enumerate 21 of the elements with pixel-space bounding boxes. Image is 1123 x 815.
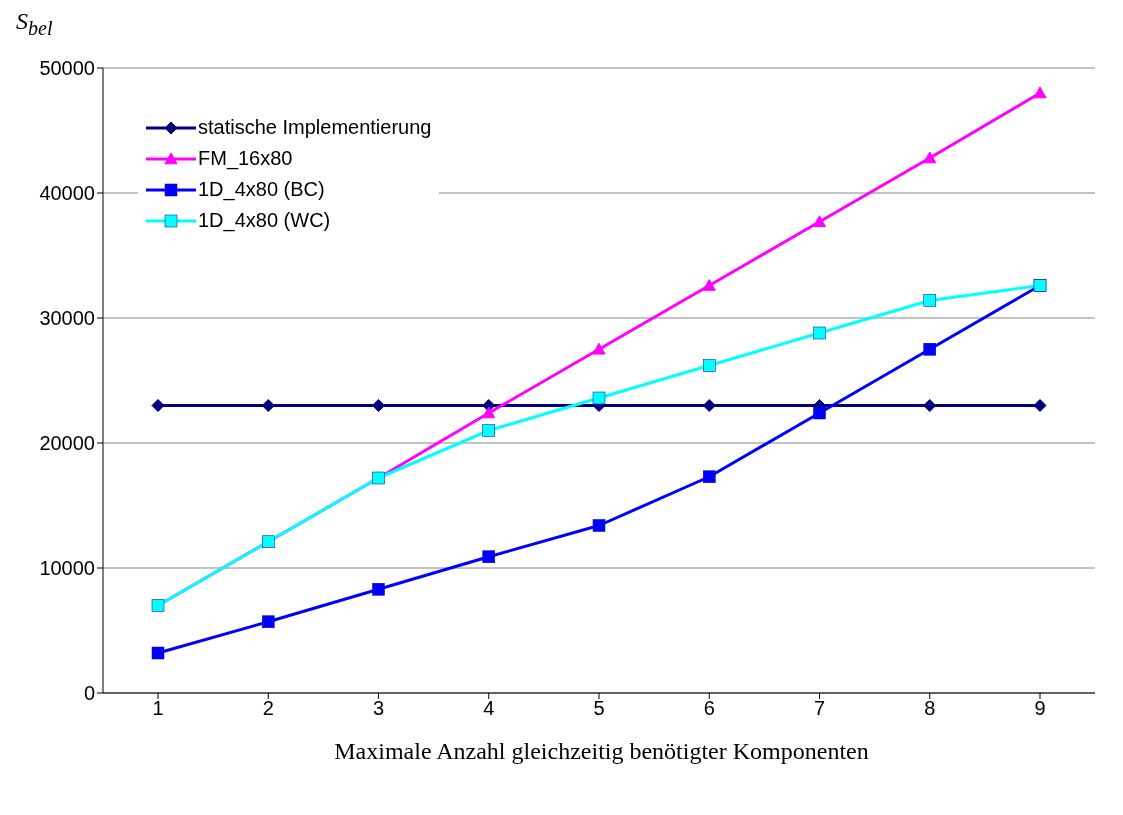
x-tick-label: 5 xyxy=(593,697,605,720)
x-tick-label: 1 xyxy=(152,697,164,720)
x-tick-label: 7 xyxy=(813,697,826,720)
legend-label: FM_16x80 xyxy=(198,147,293,170)
legend-label: statische Implementierung xyxy=(198,116,432,139)
legend-label: 1D_4x80 (BC) xyxy=(198,178,325,201)
x-tick-label: 9 xyxy=(1034,697,1046,720)
x-tick-label: 2 xyxy=(262,697,274,720)
x-axis-title: Maximale Anzahl gleichzeitig benötigter Komponenten xyxy=(333,738,870,765)
y-tick-label: 0 xyxy=(83,682,95,705)
y-tick-label: 20000 xyxy=(39,432,95,455)
y-tick-label: 40000 xyxy=(39,182,95,205)
x-tick-label: 8 xyxy=(924,697,936,720)
y-tick-label: 50000 xyxy=(39,57,95,80)
x-tick-label: 6 xyxy=(703,697,715,720)
y-tick-label: 10000 xyxy=(39,557,95,580)
y-axis-title: S$_{bel}$ xyxy=(16,8,54,41)
legend-label: 1D_4x80 (WC) xyxy=(198,209,331,232)
x-tick-label: 3 xyxy=(372,697,385,720)
x-tick-label: 4 xyxy=(483,697,495,720)
y-tick-label: 30000 xyxy=(39,307,95,330)
